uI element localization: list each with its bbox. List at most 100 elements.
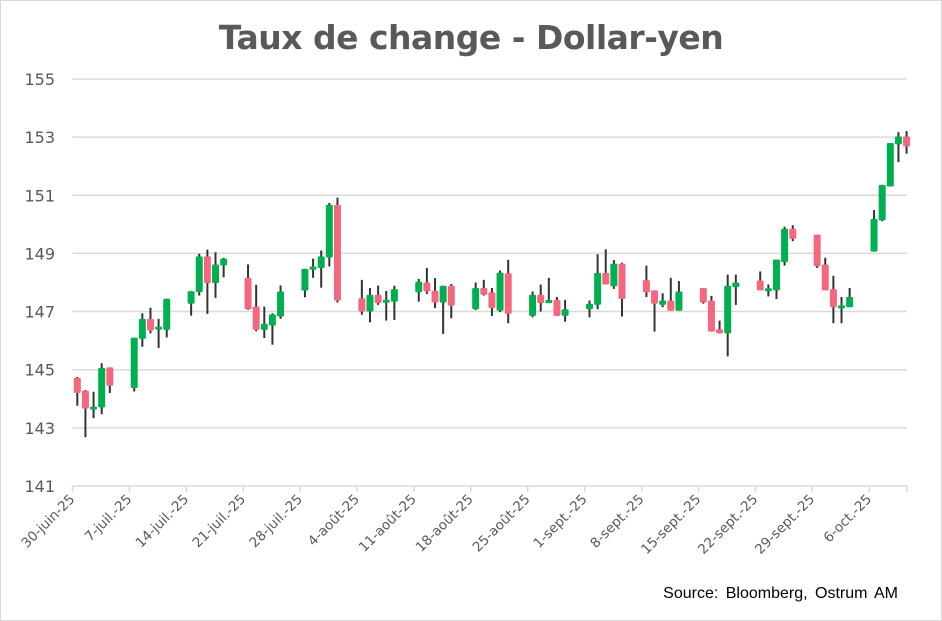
candle-down — [146, 307, 154, 334]
y-tick-label: 147 — [24, 303, 55, 322]
candle-up — [594, 254, 602, 310]
candle-up — [130, 337, 138, 392]
candle-up — [732, 274, 740, 305]
candle-down — [813, 234, 821, 268]
candle-up — [260, 306, 268, 339]
candle-down — [537, 284, 545, 312]
candle-up — [220, 257, 228, 278]
candle-up — [325, 202, 333, 267]
candle-up — [439, 285, 447, 334]
candle-down — [358, 279, 366, 315]
candle-down — [903, 131, 911, 154]
x-tick-label: 15-sept.-25 — [638, 491, 704, 557]
candle-up — [366, 288, 374, 323]
candle-down — [73, 376, 81, 406]
candle-down — [447, 283, 455, 319]
candle-down — [374, 285, 382, 305]
candle-up — [187, 291, 195, 316]
candle-down — [789, 225, 797, 242]
candle-up — [301, 268, 309, 298]
candle-up — [610, 260, 618, 289]
candle-down — [333, 197, 341, 303]
candle-up — [317, 250, 325, 288]
gridlines — [72, 78, 907, 429]
x-tick-label: 8-sept.-25 — [587, 491, 647, 551]
candle-up — [163, 298, 171, 338]
y-tick-label: 149 — [24, 244, 55, 263]
candle-up — [781, 226, 789, 266]
candle-down — [821, 257, 829, 291]
candle-down — [431, 278, 439, 309]
candle-up — [277, 285, 285, 319]
candle-up — [886, 142, 894, 187]
candle-up — [894, 132, 902, 163]
candle-down — [504, 259, 512, 324]
candle-down — [756, 271, 764, 291]
candles — [73, 131, 911, 438]
y-axis: 141 143 145 147 149 151 153 155 — [24, 70, 55, 496]
candle-up — [561, 299, 569, 322]
candle-down — [651, 290, 659, 332]
candle-down — [707, 295, 715, 332]
candle-down — [667, 277, 675, 311]
candle-down — [553, 297, 561, 316]
x-tick-label: 6-oct.-25 — [821, 491, 875, 545]
y-tick-label: 141 — [24, 477, 55, 496]
x-tick-label: 4-août-25 — [305, 491, 363, 549]
candle-up — [212, 252, 220, 298]
y-tick-label: 151 — [24, 186, 55, 205]
candle-down — [602, 249, 610, 285]
candle-down — [81, 390, 89, 438]
x-tick-label: 25-août-25 — [470, 491, 534, 555]
candle-up — [585, 300, 593, 318]
candle-up — [268, 313, 276, 345]
x-tick-label: 14-juil.-25 — [133, 491, 193, 551]
candle-down — [829, 275, 837, 324]
candle-up — [90, 391, 98, 419]
x-axis: 30-juin-25 7-juil.-2514-juil.-2521-juil.-… — [18, 485, 908, 558]
y-tick-label: 145 — [24, 361, 55, 380]
candle-up — [545, 277, 553, 304]
candle-up — [138, 313, 146, 347]
candle-up — [846, 288, 854, 308]
source-note: Source: Bloomberg, Ostrum AM — [663, 585, 898, 602]
candle-up — [496, 270, 504, 313]
candle-up — [472, 282, 480, 311]
candle-up — [415, 279, 423, 302]
candle-up — [155, 318, 163, 348]
candle-down — [716, 320, 724, 334]
x-tick-label: 1-sept.-25 — [530, 491, 590, 551]
candle-up — [772, 259, 780, 300]
candle-down — [423, 267, 431, 295]
x-tick-label: 22-sept.-25 — [695, 491, 761, 557]
x-tick-label: 28-juil.-25 — [246, 491, 306, 551]
candle-up — [659, 293, 667, 308]
candle-up — [675, 281, 683, 311]
x-tick-label: 11-août-25 — [356, 491, 420, 555]
x-tick-label: 18-août-25 — [413, 491, 477, 555]
y-tick-label: 143 — [24, 419, 55, 438]
chart-title: Taux de change - Dollar-yen — [218, 18, 724, 57]
y-tick-label: 155 — [24, 70, 55, 89]
candle-up — [529, 291, 537, 318]
candle-down — [699, 288, 707, 304]
candle-down — [642, 265, 650, 298]
candle-up — [878, 184, 886, 222]
candle-up — [195, 253, 203, 296]
candle-up — [390, 285, 398, 320]
candle-up — [870, 210, 878, 252]
candle-down — [252, 284, 260, 332]
candle-down — [203, 249, 211, 314]
x-tick-label: 21-juil.-25 — [190, 491, 250, 551]
x-tick-label: 29-sept.-25 — [752, 491, 818, 557]
candle-down — [618, 262, 626, 317]
candle-down — [106, 367, 114, 393]
candle-up — [309, 258, 317, 278]
candle-up — [724, 274, 732, 357]
candle-up — [98, 363, 106, 415]
x-tick-label: 7-juil.-25 — [82, 491, 135, 544]
candle-up — [764, 284, 772, 297]
y-tick-label: 153 — [24, 128, 55, 147]
x-tick-label: 30-juin-25 — [18, 491, 78, 551]
